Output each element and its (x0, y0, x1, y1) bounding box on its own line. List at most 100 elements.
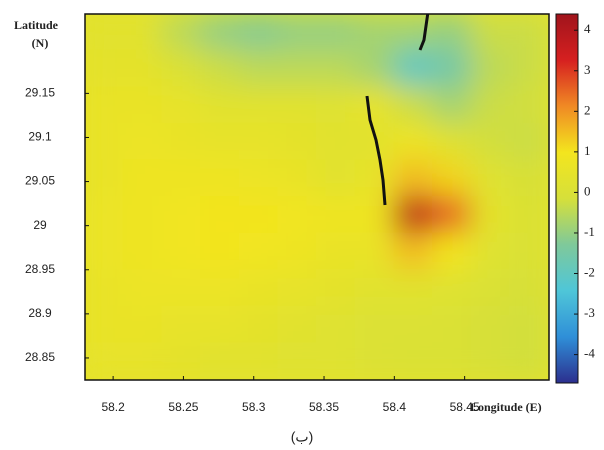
heat-cell (161, 269, 202, 308)
heatmap (85, 14, 549, 380)
heat-cell (509, 14, 549, 52)
x-axis-title: Longitude (E) (470, 400, 542, 414)
heat-cell (238, 269, 280, 308)
heat-cell (470, 269, 512, 308)
heat-cell (509, 342, 549, 380)
heat-cell (161, 342, 202, 380)
x-tick-label: 58.45 (450, 400, 480, 414)
heat-cell (277, 342, 318, 380)
heat-cell (200, 305, 241, 345)
heat-cell (509, 305, 549, 345)
heat-cell (200, 122, 241, 162)
y-tick-label: 29.05 (25, 174, 55, 188)
colorbar (555, 13, 579, 384)
y-axis-title: Latitude (14, 18, 59, 32)
heat-cell (316, 232, 357, 272)
heat-cell (432, 49, 473, 89)
heat-cell (122, 14, 164, 52)
heat-cell (432, 159, 473, 198)
heat-cell (277, 86, 318, 125)
y-tick-label: 29.1 (28, 130, 52, 144)
heat-cell (470, 232, 512, 272)
heat-cell (85, 196, 125, 235)
heat-cell (432, 269, 473, 308)
heat-cell (470, 159, 512, 198)
heat-cell (200, 14, 241, 52)
colorbar-tick-label: 3 (584, 62, 591, 77)
heat-cell (354, 49, 396, 89)
heat-cell (432, 14, 473, 52)
heat-cell (85, 14, 125, 52)
heat-cell (200, 342, 241, 380)
heat-cell (200, 159, 241, 198)
heat-cell (432, 305, 473, 345)
heat-cell (238, 232, 280, 272)
heat-cell (85, 269, 125, 308)
heat-cell (238, 49, 280, 89)
heat-cell (85, 232, 125, 272)
heat-cell (277, 305, 318, 345)
heat-cell (393, 305, 434, 345)
heat-cell (354, 196, 396, 235)
y-tick-label: 29.15 (25, 86, 55, 100)
heat-cell (85, 305, 125, 345)
heat-cell (354, 86, 396, 125)
heat-cell (122, 49, 164, 89)
heat-cell (509, 49, 549, 89)
x-tick-label: 58.2 (101, 400, 125, 414)
heat-cell (470, 196, 512, 235)
heat-cell (470, 14, 512, 52)
heat-cell (161, 305, 202, 345)
colorbar-tick-label: -3 (584, 305, 595, 320)
heat-cell (122, 342, 164, 380)
heat-cell (161, 122, 202, 162)
plot-frame (84, 13, 550, 381)
heat-cell (393, 269, 434, 308)
heat-cell (432, 342, 473, 380)
colorbar-tick-label: 2 (584, 102, 591, 117)
heat-cell (470, 305, 512, 345)
heat-cell (238, 14, 280, 52)
heat-cell (509, 269, 549, 308)
heat-cell (200, 269, 241, 308)
colorbar-tick-label: 1 (584, 143, 591, 158)
heat-cell (85, 86, 125, 125)
heat-cell (354, 159, 396, 198)
heat-cell (85, 49, 125, 89)
heat-cell (316, 122, 357, 162)
heat-cell (316, 269, 357, 308)
heat-cell (122, 305, 164, 345)
heat-cell (393, 196, 434, 235)
heat-cell (122, 159, 164, 198)
caption: (ب) (291, 429, 314, 445)
y-tick-label: 29 (33, 218, 47, 232)
heat-cell (509, 122, 549, 162)
x-tick-label: 58.3 (242, 400, 266, 414)
heat-cell (393, 342, 434, 380)
heat-cell (200, 86, 241, 125)
heat-cell (238, 305, 280, 345)
heat-cell (316, 159, 357, 198)
heat-cell (393, 122, 434, 162)
colorbar-tick-label: 0 (584, 183, 591, 198)
heat-cell (122, 86, 164, 125)
heat-cell (277, 196, 318, 235)
heat-cell (161, 159, 202, 198)
heat-cell (316, 342, 357, 380)
x-tick-label: 58.25 (168, 400, 198, 414)
heat-cell (470, 86, 512, 125)
x-tick-label: 58.4 (383, 400, 407, 414)
heat-cell (161, 49, 202, 89)
heat-cell (509, 86, 549, 125)
heat-cell (316, 305, 357, 345)
heat-cell (238, 196, 280, 235)
heat-cell (200, 196, 241, 235)
heat-cell (470, 342, 512, 380)
heat-cell (393, 86, 434, 125)
y-axis-unit: (N) (32, 36, 49, 50)
heat-cell (277, 14, 318, 52)
heat-cell (354, 305, 396, 345)
heat-cell (432, 196, 473, 235)
heat-cell (85, 159, 125, 198)
